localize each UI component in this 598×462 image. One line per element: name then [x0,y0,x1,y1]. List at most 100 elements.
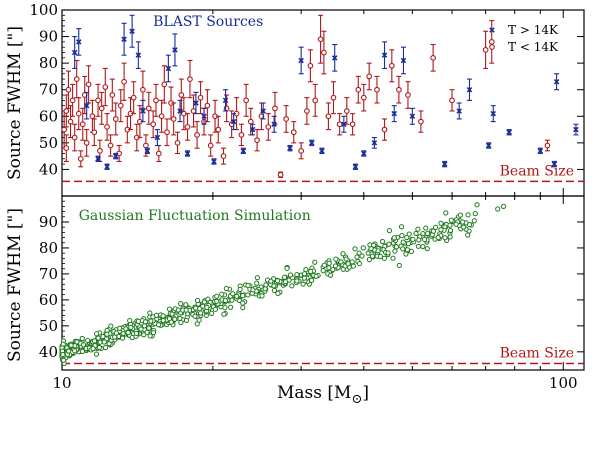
simulated-source-point [423,225,429,231]
bottom-panel-frame [61,195,585,371]
cold-source-point [145,91,152,125]
warm-source-point [144,147,151,155]
simulated-source-point [359,253,365,259]
warm-source-point [456,102,462,120]
simulated-source-point [405,241,412,247]
simulated-source-point [349,259,355,265]
simulated-source-point [200,303,206,309]
warm-source-marker [271,121,277,128]
simulated-source-point [403,251,409,257]
cold-source-point [254,129,260,152]
warm-source-point [240,147,247,155]
bottom-beam-size-label: Beam Size [500,346,574,362]
cold-source-point [307,49,314,83]
simulated-source-point [146,325,152,331]
simulated-source-point [274,278,281,284]
warm-source-point [165,54,172,83]
simulated-source-point [396,262,402,269]
simulated-source-point [294,271,300,278]
simulated-source-point [472,211,478,217]
warm-source-point [573,123,579,136]
top-ytick-label: 50 [39,134,58,152]
warm-source-marker [184,150,191,157]
warm-source-point [551,160,558,168]
simulated-source-point [332,263,339,269]
simulated-source-point [172,316,178,322]
simulated-source-point [79,335,85,342]
warm-source-point [121,22,127,56]
simulated-source-point [301,271,308,277]
simulated-source-point [413,230,419,237]
warm-source-point [222,89,229,112]
warm-source-point [71,36,78,70]
cold-source-point [482,30,489,70]
simulated-source-point [326,260,332,266]
simulated-source-point [424,246,430,252]
top-ytick-label: 70 [39,81,58,99]
simulated-source-point [410,236,416,243]
simulated-source-point [404,234,410,241]
warm-source-marker [230,118,237,125]
simulated-source-point [219,291,225,297]
simulated-source-point [286,277,292,283]
simulated-source-point [222,305,228,311]
simulated-source-point [68,342,74,348]
cold-source-point [336,113,343,136]
simulated-source-point [80,342,87,348]
cold-source-point [418,110,424,133]
simulated-source-point [245,292,251,298]
simulated-source-point [93,331,100,337]
cold-source-point [197,81,204,115]
simulated-source-point [183,307,189,313]
simulated-source-point [406,231,412,237]
warm-source-marker [249,126,256,133]
cold-source-point [91,118,98,147]
top-panel-title: BLAST Sources [153,14,263,30]
warm-source-marker [485,142,492,149]
warm-source-marker [490,110,497,117]
simulated-source-point [447,227,454,234]
simulated-source-point [196,317,202,323]
cold-source-point [164,118,170,147]
simulated-source-point [204,304,210,310]
simulated-source-point [228,304,234,310]
bottom-data-points [59,202,507,367]
cold-source-point [158,99,165,133]
simulated-source-point [141,332,147,338]
cold-source-point [290,121,297,144]
simulated-source-point [313,273,319,279]
simulated-source-point [230,291,236,297]
simulated-source-point [430,228,437,234]
warm-source-point [83,91,90,120]
top-legend: T > 14K T < 14K [489,23,559,54]
simulated-source-point [330,266,336,273]
warm-source-marker [352,164,359,170]
simulated-source-point [138,326,144,332]
simulated-source-point [354,254,360,260]
simulated-source-point [333,256,339,262]
top-ytick-label: 60 [39,107,58,125]
top-y-ticks: 40 50 60 70 80 90 100 [29,1,584,178]
warm-source-marker [361,150,367,157]
simulated-source-point [404,247,411,253]
simulated-source-point [350,263,356,269]
cold-source-point [317,14,324,64]
simulated-source-point [108,323,114,329]
top-ytick-label: 40 [39,160,58,178]
cold-source-point [187,59,193,99]
simulated-source-point [448,217,454,223]
simulated-source-point [321,262,327,268]
simulated-source-point [91,338,98,344]
top-ytick-label: 100 [29,1,58,19]
simulated-source-point [222,297,229,304]
warm-source-marker [331,55,338,61]
simulated-source-point [391,235,397,241]
simulated-source-point [447,222,453,228]
warm-source-point [287,144,293,152]
simulated-source-point [271,287,278,294]
simulated-source-point [155,322,162,328]
warm-source-marker [573,126,579,133]
simulated-source-point [474,202,480,208]
warm-source-point [409,107,416,125]
cold-source-point [102,67,109,107]
